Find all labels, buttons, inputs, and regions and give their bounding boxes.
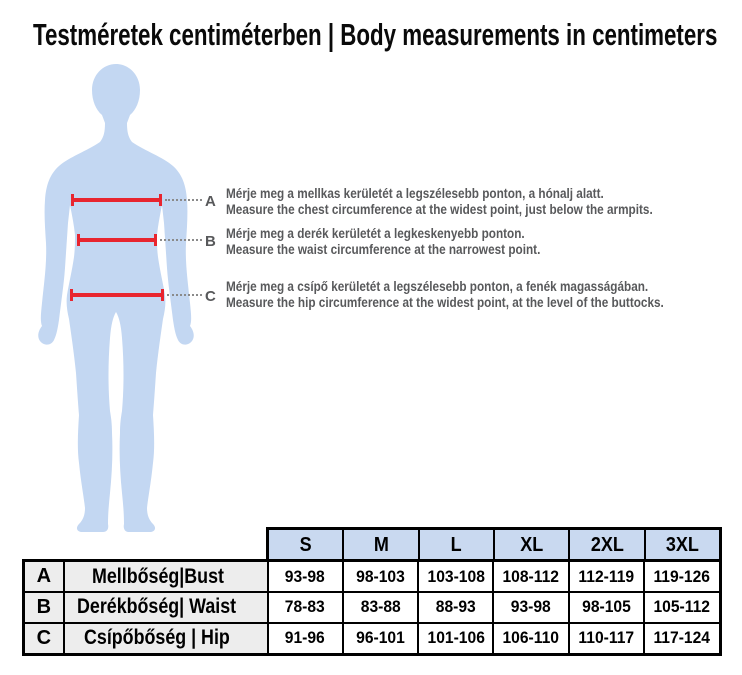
row-letter: A [22, 559, 65, 594]
hip-line [70, 293, 164, 297]
size-header-s: S [269, 530, 343, 560]
size-header-m: M [342, 530, 418, 560]
waist-m: 83-88 [341, 591, 420, 624]
table-row-waist: B Derékbőség| Waist 78-83 83-88 88-93 93… [22, 591, 722, 624]
body-silhouette-image [38, 64, 194, 532]
table-row-hip: C Csípőbőség | Hip 91-96 96-101 101-106 … [22, 621, 722, 656]
hip-3xl: 117-124 [643, 621, 722, 656]
hip-line-left-cap [70, 289, 74, 301]
row-label: Derékbőség| Waist [62, 591, 269, 624]
hip-annotation: Mérje meg a csípő kerületét a legszélese… [226, 278, 664, 310]
waist-s: 78-83 [266, 591, 344, 624]
size-header-l: L [417, 530, 493, 560]
page-title: Testméretek centiméterben | Body measure… [33, 17, 718, 52]
size-header-2xl: 2XL [568, 530, 644, 560]
chest-line [71, 198, 162, 202]
row-label: Csípőbőség | Hip [62, 621, 269, 656]
chest-line-left-cap [71, 194, 75, 206]
hip-l: 101-106 [417, 621, 495, 656]
hip-letter-label: C [205, 288, 216, 305]
bust-m: 98-103 [341, 559, 420, 594]
bust-s: 93-98 [266, 559, 344, 594]
chest-dotted-connector [165, 199, 202, 201]
measurements-table: A Mellbőség|Bust 93-98 98-103 103-108 10… [22, 559, 722, 656]
bust-3xl: 119-126 [643, 559, 722, 594]
waist-annotation-hu: Mérje meg a derék kerületét a legkeskeny… [226, 225, 525, 241]
table-row-bust: A Mellbőség|Bust 93-98 98-103 103-108 10… [22, 559, 722, 594]
waist-annotation-en: Measure the waist circumference at the n… [226, 240, 541, 257]
waist-xl: 93-98 [492, 591, 570, 624]
chest-annotation-en: Measure the chest circumference at the w… [226, 200, 653, 217]
bust-xl: 108-112 [492, 559, 570, 594]
bust-l: 103-108 [417, 559, 495, 594]
waist-line-left-cap [77, 234, 81, 246]
waist-line-right-cap [153, 234, 157, 246]
hip-xl: 106-110 [492, 621, 570, 656]
row-letter: B [22, 591, 65, 624]
waist-l: 88-93 [417, 591, 495, 624]
hip-annotation-hu: Mérje meg a csípő kerületét a legszélese… [226, 278, 649, 294]
hip-dotted-connector [167, 294, 202, 296]
hip-2xl: 110-117 [567, 621, 646, 656]
waist-dotted-connector [160, 239, 202, 241]
row-letter: C [22, 621, 65, 656]
chest-line-right-cap [158, 194, 162, 206]
waist-3xl: 105-112 [643, 591, 722, 624]
chest-annotation-hu: Mérje meg a mellkas kerületét a legszéle… [226, 185, 604, 201]
size-header-3xl: 3XL [643, 530, 719, 560]
hip-m: 96-101 [341, 621, 420, 656]
waist-2xl: 98-105 [567, 591, 646, 624]
size-header-row: S M L XL 2XL 3XL [266, 527, 722, 560]
hip-annotation-en: Measure the hip circumference at the wid… [226, 293, 664, 310]
row-label: Mellbőség|Bust [62, 559, 269, 594]
hip-s: 91-96 [266, 621, 344, 656]
hip-line-right-cap [160, 289, 164, 301]
chest-letter-label: A [205, 193, 216, 210]
size-header-xl: XL [492, 530, 569, 560]
waist-line [77, 238, 157, 242]
chest-annotation: Mérje meg a mellkas kerületét a legszéle… [226, 185, 653, 217]
waist-annotation: Mérje meg a derék kerületét a legkeskeny… [226, 225, 541, 257]
bust-2xl: 112-119 [567, 559, 646, 594]
waist-letter-label: B [205, 233, 216, 250]
